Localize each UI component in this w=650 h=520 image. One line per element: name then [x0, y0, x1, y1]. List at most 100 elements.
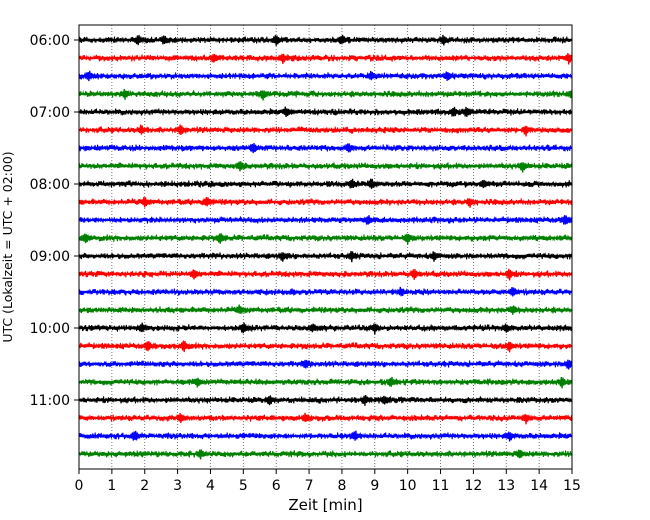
event-spike [264, 395, 279, 406]
event-spike [178, 340, 193, 353]
trace-0600 [78, 34, 573, 46]
trace-0630 [78, 70, 573, 82]
event-spike [175, 413, 190, 424]
event-spike [366, 178, 381, 189]
x-tick-label: 4 [206, 478, 215, 494]
event-spike [520, 125, 535, 137]
x-tick-label: 8 [337, 478, 346, 494]
x-tick-label: 10 [399, 478, 417, 494]
event-spike [142, 341, 157, 352]
trace-0700 [78, 106, 573, 118]
x-tick-label: 1 [107, 478, 116, 494]
trace-0915 [78, 268, 573, 281]
y-tick-label: 10:00 [30, 321, 70, 337]
x-tick-label: 3 [173, 478, 182, 494]
trace-1030 [78, 359, 573, 370]
event-spike [188, 269, 203, 280]
event-spike [306, 323, 321, 333]
x-tick-label: 7 [305, 478, 314, 494]
trace-1000 [78, 322, 573, 335]
y-tick-label: 09:00 [30, 249, 70, 265]
event-spike [195, 449, 210, 460]
y-tick-label: 08:00 [30, 177, 70, 193]
event-spike [83, 70, 98, 82]
trace-0715 [78, 124, 573, 137]
event-spike [566, 90, 573, 99]
event-spike [402, 233, 417, 245]
trace-0745 [78, 161, 573, 173]
event-spike [129, 430, 144, 441]
event-spike [507, 287, 522, 297]
event-spike [362, 215, 377, 225]
x-tick-label: 11 [432, 478, 450, 494]
event-spike [247, 142, 262, 154]
plot-frame [78, 24, 573, 470]
x-tick-label: 0 [75, 478, 84, 494]
event-spike [464, 198, 479, 208]
event-spike [277, 53, 292, 64]
event-spike [336, 35, 351, 45]
trace-1115 [78, 412, 573, 425]
event-spike [438, 34, 453, 46]
event-spike [477, 179, 492, 189]
trace-0645 [78, 89, 573, 101]
event-spike [408, 269, 423, 280]
event-spike [504, 268, 519, 281]
event-spike [237, 322, 252, 334]
grid-layer [111, 25, 540, 469]
event-spike [504, 431, 519, 442]
trace-0830 [78, 215, 573, 225]
event-spike [159, 35, 174, 45]
x-tick-label: 6 [272, 478, 281, 494]
event-spike [359, 394, 374, 406]
event-spike [461, 106, 476, 118]
trace-1145 [78, 449, 573, 460]
event-spike [556, 376, 571, 389]
event-spike [80, 233, 95, 244]
y-tick-label: 11:00 [30, 393, 70, 409]
x-tick-label: 2 [140, 478, 149, 494]
event-spike [135, 322, 150, 333]
event-spike [346, 250, 361, 263]
event-spike [175, 124, 190, 135]
event-spike [214, 233, 229, 244]
x-tick-label: 15 [563, 478, 581, 494]
event-spike [385, 376, 400, 387]
x-tick-label: 5 [239, 478, 248, 494]
trace-1045 [78, 376, 573, 389]
x-tick-label: 13 [497, 478, 515, 494]
event-spike [559, 215, 573, 225]
event-spike [369, 323, 384, 335]
event-spike [257, 90, 272, 101]
event-spike [513, 449, 528, 459]
event-spike [201, 196, 216, 207]
event-spike [379, 395, 394, 405]
event-spike [280, 106, 295, 118]
x-tick-label: 12 [464, 478, 482, 494]
trace-0615 [78, 53, 573, 65]
event-spike [234, 304, 249, 314]
event-spike [563, 53, 573, 65]
event-spike [132, 34, 147, 46]
trace-0900 [78, 250, 573, 263]
event-spike [119, 89, 134, 100]
event-spike [208, 53, 223, 63]
event-spike [234, 161, 249, 172]
event-spike [500, 323, 515, 333]
trace-0730 [78, 142, 572, 154]
event-spike [448, 106, 463, 117]
x-axis-label: Zeit [min] [288, 496, 362, 514]
event-spike [428, 251, 443, 262]
event-spike [277, 251, 292, 262]
trace-1100 [78, 394, 573, 406]
event-spike [300, 359, 315, 369]
trace-0815 [78, 196, 573, 208]
trace-layer [78, 34, 573, 460]
event-spike [504, 341, 519, 353]
event-spike [563, 359, 573, 370]
event-spike [517, 162, 532, 173]
trace-0930 [78, 286, 573, 297]
event-spike [520, 413, 535, 425]
trace-0845 [78, 233, 573, 245]
